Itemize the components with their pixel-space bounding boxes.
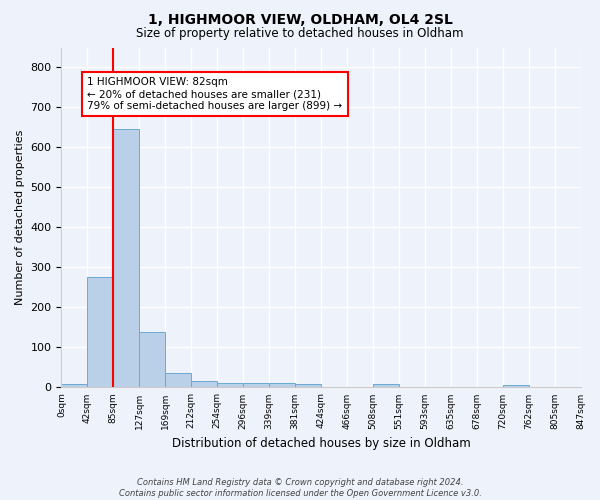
Bar [503, 384, 529, 388]
Bar [113, 130, 139, 388]
Bar [165, 372, 191, 388]
Bar [373, 384, 399, 388]
Y-axis label: Number of detached properties: Number of detached properties [15, 130, 25, 305]
Bar [295, 384, 321, 388]
Bar [191, 380, 217, 388]
X-axis label: Distribution of detached houses by size in Oldham: Distribution of detached houses by size … [172, 437, 470, 450]
Bar [269, 384, 295, 388]
Bar [88, 278, 113, 388]
Text: 1, HIGHMOOR VIEW, OLDHAM, OL4 2SL: 1, HIGHMOOR VIEW, OLDHAM, OL4 2SL [148, 12, 452, 26]
Bar [243, 384, 269, 388]
Text: Contains HM Land Registry data © Crown copyright and database right 2024.
Contai: Contains HM Land Registry data © Crown c… [119, 478, 481, 498]
Text: Size of property relative to detached houses in Oldham: Size of property relative to detached ho… [136, 28, 464, 40]
Bar [139, 332, 165, 388]
Bar [61, 384, 88, 388]
Text: 1 HIGHMOOR VIEW: 82sqm
← 20% of detached houses are smaller (231)
79% of semi-de: 1 HIGHMOOR VIEW: 82sqm ← 20% of detached… [88, 78, 343, 110]
Bar [217, 382, 243, 388]
